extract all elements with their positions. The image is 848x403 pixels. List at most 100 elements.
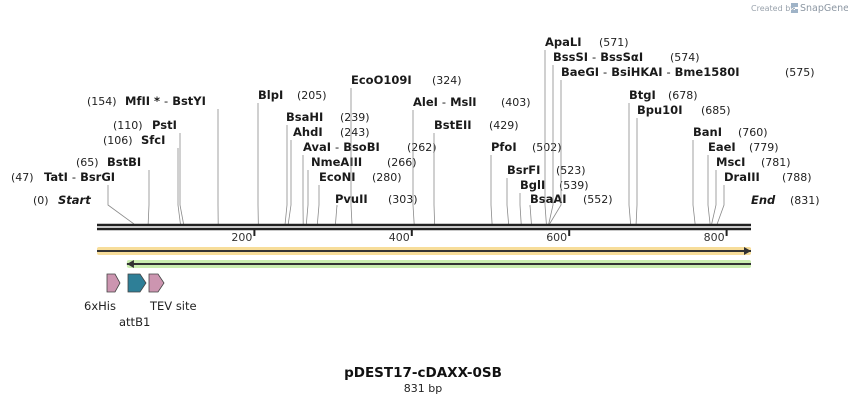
feature-tev-site[interactable]: TEV site	[148, 273, 197, 313]
site-bsrfi[interactable]: BsrFI (523)	[506, 163, 586, 225]
enzyme-name: Bpu10I	[637, 103, 682, 117]
enzyme-name: BstEII	[434, 118, 472, 132]
connector-line	[412, 110, 415, 225]
site-name: BsaHI	[286, 110, 323, 124]
site-econi[interactable]: EcoNI (280)	[316, 170, 402, 225]
site-btgi[interactable]: BtgI (678)	[628, 88, 698, 225]
site-name: DraIII	[724, 170, 760, 184]
site-position: (280)	[372, 171, 402, 184]
connector-line	[716, 185, 725, 225]
site-name: BglI	[520, 178, 545, 192]
restriction-sites: TatI - BsrGI(47)BstBI(65)SfcI(106)PstI(110…	[11, 35, 815, 225]
site-sfci[interactable]: SfcI (106)	[103, 133, 181, 225]
enzyme-name: Bme1580I	[675, 65, 740, 79]
enzyme-name: BlpI	[258, 88, 283, 102]
site-bsahi[interactable]: BsaHI (239)	[284, 110, 370, 225]
enzyme-name: AvaI	[303, 140, 331, 154]
site-separator: -	[335, 140, 339, 154]
enzyme-name: PstI	[152, 118, 177, 132]
tick-label-400: 400	[389, 231, 410, 244]
feature-6xhis[interactable]: 6xHis	[84, 273, 121, 313]
site-position: (539)	[559, 179, 589, 192]
site-bani[interactable]: BanI (760)	[692, 125, 768, 225]
forward-arrow-icon	[744, 247, 751, 255]
site-position: (154)	[87, 95, 117, 108]
site-name: TatI - BsrGI	[44, 170, 115, 184]
site-bpu10i[interactable]: Bpu10I (685)	[635, 103, 731, 225]
site-position: (243)	[340, 126, 370, 139]
site-name: MfII * - BstYI	[125, 94, 206, 108]
site-baegi[interactable]: BaeGI - BsiHKAI - Bme1580I (575)	[549, 65, 815, 225]
tev-site-label: TEV site	[149, 299, 197, 313]
site-avai[interactable]: AvaI - BsoBI (262)	[302, 140, 437, 225]
site-bstbi[interactable]: BstBI (65)	[76, 155, 150, 225]
site-mfii[interactable]: MfII * - BstYI (154)	[87, 94, 219, 225]
green-feature[interactable]	[126, 260, 752, 268]
site-position: (266)	[387, 156, 417, 169]
site-name: EaeI	[708, 140, 736, 154]
site-position: (324)	[432, 74, 462, 87]
connector-line	[147, 170, 150, 225]
enzyme-name: BaeGI	[561, 65, 599, 79]
attb1-label: attB1	[119, 315, 150, 329]
connector-line	[305, 170, 309, 225]
created-by-text: Created by	[751, 4, 795, 13]
site-bsaai[interactable]: BsaAI (552)	[529, 192, 613, 225]
site-alei[interactable]: AleI - MslI (403)	[412, 95, 531, 225]
site-position: (262)	[407, 141, 437, 154]
site-bsssi[interactable]: BssSI - BssSαI (574)	[548, 50, 700, 225]
site-psti[interactable]: PstI (110)	[113, 118, 184, 225]
site-ecoo109i[interactable]: EcoO109I (324)	[350, 73, 462, 225]
features	[97, 247, 752, 268]
connector-line	[433, 133, 436, 225]
site-name: NmeAIII	[311, 155, 362, 169]
tick-label-600: 600	[546, 231, 567, 244]
site-tati[interactable]: TatI - BsrGI (47)	[11, 170, 135, 225]
site-nmeaiii[interactable]: NmeAIII (266)	[305, 155, 417, 225]
site-eaei[interactable]: EaeI (779)	[707, 140, 779, 225]
site-separator: -	[666, 65, 670, 79]
enzyme-name: BstYI	[172, 94, 206, 108]
connector-line	[287, 140, 292, 225]
site-position: (760)	[738, 126, 768, 139]
site-name: BsrFI	[507, 163, 540, 177]
site-apali[interactable]: ApaLI (571)	[544, 35, 629, 225]
connector-line	[179, 133, 184, 225]
connector-line	[506, 178, 510, 225]
site-name: BsaAI	[530, 192, 567, 206]
site-msci[interactable]: MscI (781)	[711, 155, 791, 225]
site-position: (571)	[599, 36, 629, 49]
enzyme-name: BsiHKAI	[611, 65, 662, 79]
enzyme-name: BstBI	[107, 155, 141, 169]
site-separator: -	[442, 95, 446, 109]
site-pvuii[interactable]: PvuII (303)	[335, 192, 418, 225]
connector-line	[519, 193, 522, 225]
reverse-arrow-icon	[126, 260, 134, 268]
enzyme-name: ApaLI	[545, 35, 582, 49]
site-ahdi[interactable]: AhdI (243)	[287, 125, 370, 225]
site-position: (205)	[297, 89, 327, 102]
connector-line	[544, 50, 547, 225]
feature-attb1[interactable]: attB1	[119, 273, 150, 329]
site-draiii[interactable]: DraIII (788)	[716, 170, 812, 225]
site-pfoi[interactable]: PfoI (502)	[490, 140, 562, 225]
enzyme-name: EaeI	[708, 140, 736, 154]
orange-feature[interactable]	[97, 247, 751, 255]
site-position: (552)	[583, 193, 613, 206]
site-name: BtgI	[629, 88, 656, 102]
site-position: (239)	[340, 111, 370, 124]
end-position: (831)	[790, 194, 820, 207]
enzyme-name: EcoNI	[319, 170, 355, 184]
connector-line	[707, 155, 711, 225]
connector-line	[177, 148, 181, 225]
site-bsteii[interactable]: BstEII (429)	[433, 118, 519, 225]
site-blpi[interactable]: BlpI (205)	[257, 88, 327, 225]
site-bgli[interactable]: BglI (539)	[519, 178, 589, 225]
site-name: BaeGI - BsiHKAI - Bme1580I	[561, 65, 739, 79]
plasmid-title: pDEST17-cDAXX-0SB	[344, 365, 502, 381]
connector-line	[529, 204, 532, 225]
site-separator: -	[164, 94, 168, 108]
site-name: BlpI	[258, 88, 283, 102]
enzyme-name: AleI	[413, 95, 438, 109]
